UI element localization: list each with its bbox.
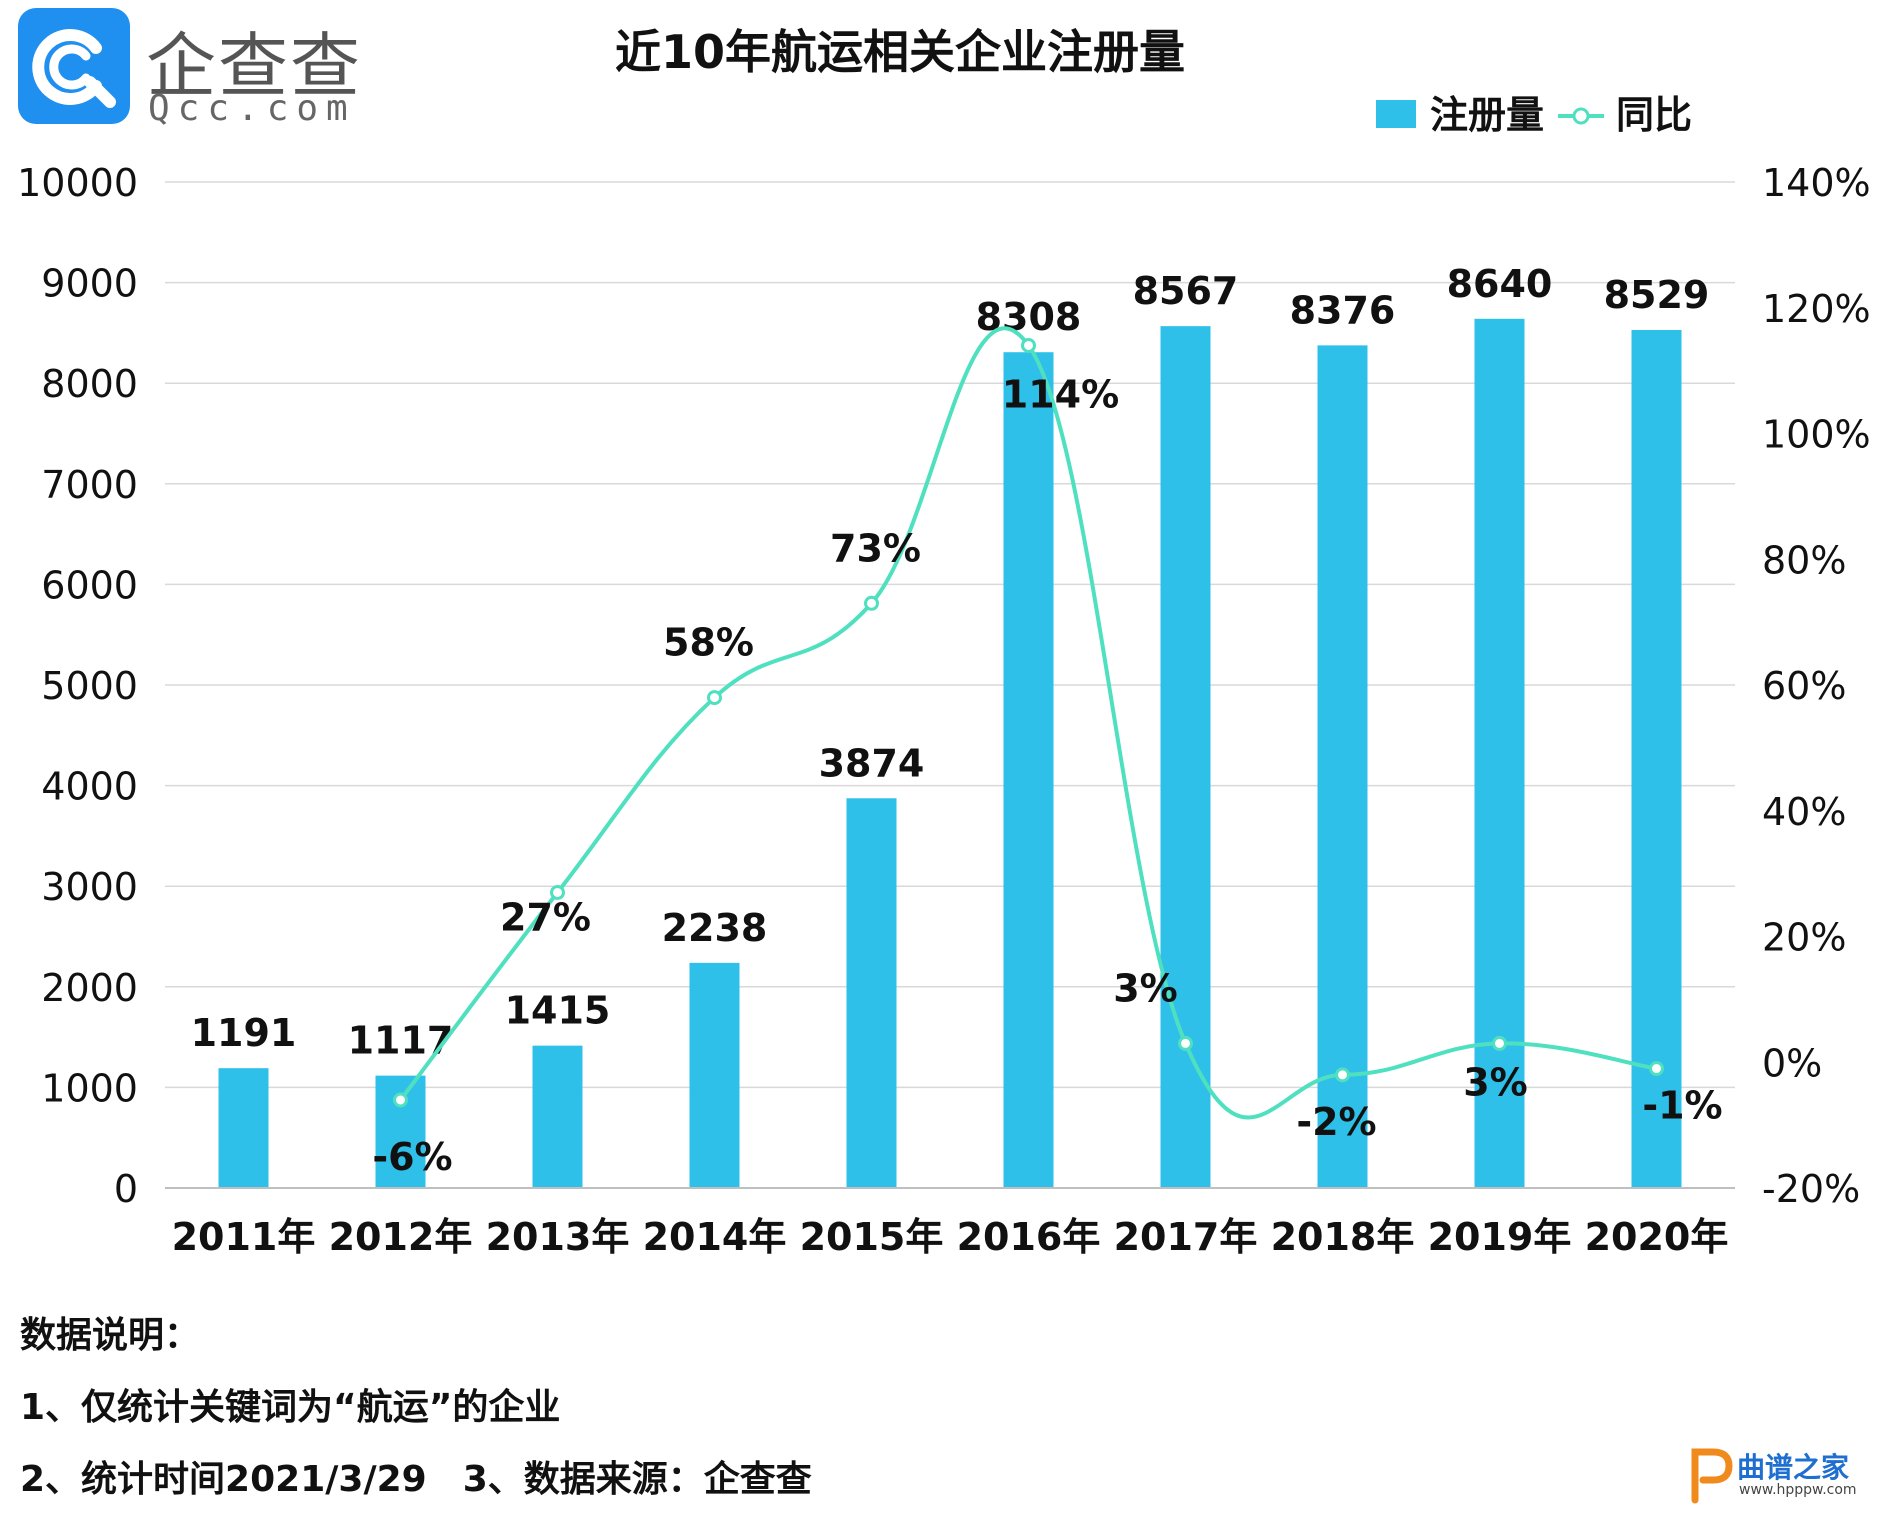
x-tick-label: 2016年 — [957, 1215, 1101, 1259]
bar-value-label: 8640 — [1447, 262, 1553, 306]
y-left-tick-label: 5000 — [41, 664, 138, 708]
x-tick-label: 2019年 — [1428, 1215, 1572, 1259]
bar-value-label: 8529 — [1604, 273, 1710, 317]
y-right-tick-label: 0% — [1762, 1041, 1822, 1085]
notes-title: 数据说明： — [20, 1315, 201, 1356]
bar — [846, 798, 897, 1188]
combo-chart: 近10年航运相关企业注册量 注册量 同比 0 1000 2000 3000 4000 50… — [17, 25, 1871, 1259]
legend: 注册量 同比 — [1376, 93, 1692, 137]
watermark-url: www.hpppw.com — [1739, 1482, 1857, 1498]
bar — [1474, 318, 1525, 1188]
y-right-tick-label: 140% — [1762, 161, 1871, 205]
yoy-value-label: -1% — [1642, 1084, 1722, 1128]
yoy-value-label: -6% — [372, 1135, 452, 1179]
bar — [689, 962, 740, 1188]
brand-logo: 企查查 Qcc.com — [18, 8, 378, 129]
y-right-tick-label: 120% — [1762, 287, 1871, 331]
legend-label-registrations: 注册量 — [1430, 93, 1544, 137]
bar-value-label: 8376 — [1290, 288, 1396, 332]
watermark-text: 曲谱之家 — [1737, 1451, 1850, 1484]
bar — [532, 1045, 583, 1188]
y-right-tick-label: 20% — [1762, 916, 1846, 960]
yoy-value-label: 58% — [663, 621, 754, 665]
data-notes: 数据说明： 1、仅统计关键词为“航运”的企业 2、统计时间2021/3/29 3… — [20, 1300, 812, 1516]
bar-value-label: 2238 — [662, 906, 768, 950]
yoy-point — [1335, 1067, 1350, 1083]
x-tick-label: 2020年 — [1585, 1215, 1729, 1259]
yoy-value-label: 27% — [500, 895, 591, 939]
line-series — [393, 326, 1664, 1120]
legend-label-yoy: 同比 — [1616, 93, 1692, 137]
x-tick-label: 2013年 — [486, 1215, 630, 1259]
legend-bar-swatch — [1376, 100, 1416, 128]
y-right-tick-label: -20% — [1762, 1167, 1860, 1211]
y-left-tick-label: 1000 — [41, 1066, 138, 1110]
notes-line-2: 2、统计时间2021/3/29 3、数据来源：企查查 — [20, 1459, 812, 1500]
notes-line-1: 1、仅统计关键词为“航运”的企业 — [20, 1387, 561, 1428]
line-value-labels: -6% 27% 58% 73% 114% 3% -2% 3% -1% — [372, 372, 1722, 1179]
yoy-point — [1178, 1035, 1193, 1051]
yoy-value-label: 3% — [1463, 1060, 1528, 1104]
bar-value-label: 1191 — [191, 1011, 297, 1055]
watermark-logo-icon — [1691, 1448, 1733, 1504]
bar — [218, 1068, 269, 1188]
yoy-point — [1492, 1035, 1507, 1051]
bar-value-label: 8567 — [1133, 269, 1239, 313]
bar — [1631, 329, 1682, 1188]
yoy-value-label: 114% — [1002, 372, 1119, 416]
logo-badge-icon — [18, 8, 130, 124]
yoy-point — [864, 595, 879, 611]
y-left-tick-label: 2000 — [41, 966, 138, 1010]
bar — [1160, 326, 1211, 1188]
y-left-tick-label: 4000 — [41, 765, 138, 809]
yoy-value-label: 73% — [830, 526, 921, 570]
yoy-point — [550, 884, 565, 900]
logo-name-cn: 企查查 — [146, 25, 362, 107]
y-right-tick-label: 80% — [1762, 538, 1846, 582]
bar-value-label: 1415 — [505, 989, 611, 1033]
x-tick-label: 2018年 — [1271, 1215, 1415, 1259]
yoy-point — [1649, 1061, 1664, 1077]
x-tick-label: 2012年 — [329, 1215, 473, 1259]
logo-name-en: Qcc.com — [148, 88, 356, 129]
chart-title: 近10年航运相关企业注册量 — [615, 25, 1185, 79]
yoy-value-label: 3% — [1113, 966, 1178, 1010]
x-tick-label: 2015年 — [800, 1215, 944, 1259]
legend-line-marker — [1572, 107, 1590, 125]
y-right-tick-label: 40% — [1762, 790, 1846, 834]
y-right-tick-label: 60% — [1762, 664, 1846, 708]
y-axis-right: -20% 0% 20% 40% 60% 80% 100% 120% 140% — [1762, 161, 1871, 1211]
bar — [1317, 345, 1368, 1188]
yoy-point — [393, 1092, 408, 1108]
y-left-tick-label: 10000 — [17, 161, 138, 205]
y-left-tick-label: 0 — [114, 1167, 138, 1211]
watermark: 曲谱之家 www.hpppw.com — [1687, 1442, 1877, 1506]
y-left-tick-label: 7000 — [41, 463, 138, 507]
y-left-tick-label: 9000 — [41, 262, 138, 306]
bar-value-label: 1117 — [348, 1019, 454, 1063]
x-tick-label: 2014年 — [643, 1215, 787, 1259]
y-right-tick-label: 100% — [1762, 413, 1871, 457]
x-axis: 2011年 2012年 2013年 2014年 2015年 2016年 2017年 2018年… — [165, 1187, 1735, 1259]
x-tick-label: 2011年 — [172, 1215, 316, 1259]
y-axis-left: 0 1000 2000 3000 4000 5000 6000 7000 8000 9000 100… — [17, 161, 138, 1211]
yoy-point — [1021, 337, 1036, 353]
bar-series — [218, 318, 1682, 1188]
y-left-tick-label: 8000 — [41, 362, 138, 406]
x-tick-label: 2017年 — [1114, 1215, 1258, 1259]
y-left-tick-label: 3000 — [41, 865, 138, 909]
bar — [1003, 352, 1054, 1188]
y-left-tick-label: 6000 — [41, 563, 138, 607]
bar-value-label: 3874 — [819, 741, 925, 785]
yoy-point — [707, 690, 722, 706]
yoy-value-label: -2% — [1296, 1100, 1376, 1144]
